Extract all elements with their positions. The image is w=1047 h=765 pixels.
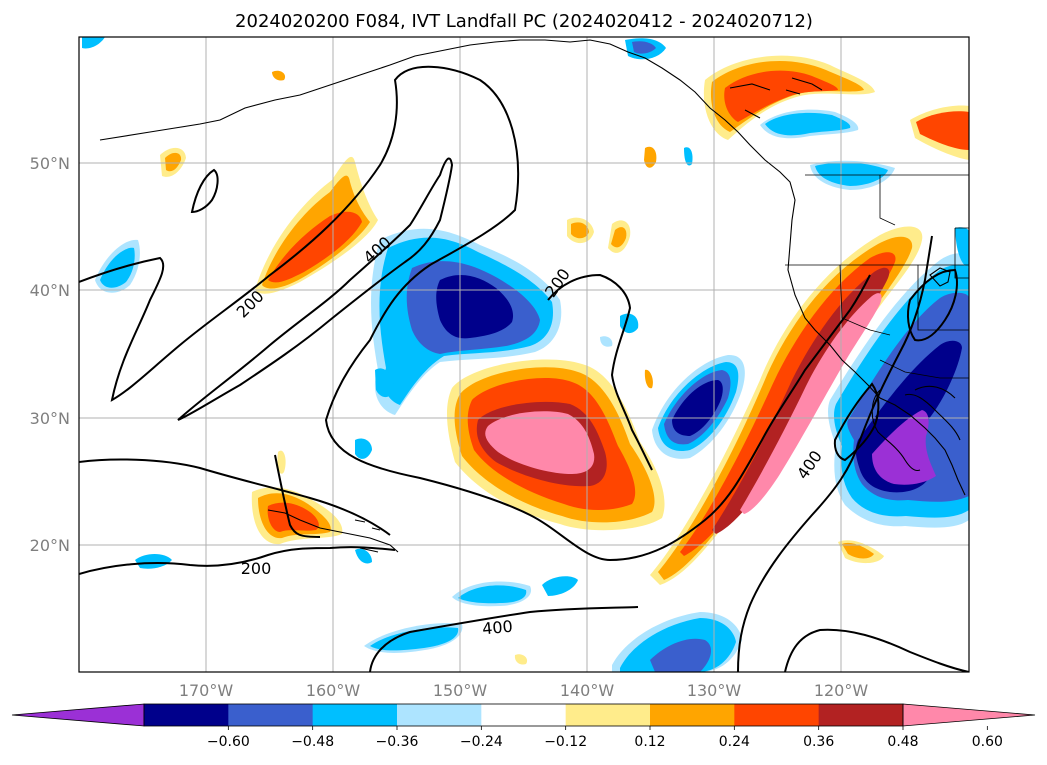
positive-anomaly-fill [160,55,969,665]
colorbar-tick-label: −0.24 [460,734,503,750]
lat-label: 30°N [30,409,70,428]
colorbar-box [481,704,567,726]
colorbar-tick-label: −0.48 [291,734,334,750]
lon-label: 120°W [814,681,869,700]
colorbar-tick-label: −0.60 [207,734,250,750]
colorbar-tick-label: −0.12 [544,734,587,750]
lon-label: 150°W [433,681,488,700]
lon-label: 170°W [179,681,234,700]
colorbar-box [144,704,229,726]
coastlines [99,39,966,553]
colorbar-box [397,704,482,726]
lon-label: 130°W [687,681,742,700]
colorbar-tick-label: 0.36 [803,734,834,750]
colorbar-box [312,704,398,726]
colorbar: −0.60 −0.48 −0.36 −0.24 −0.12 0.12 0.24 0.36 0.4… [11,703,1036,750]
lon-label: 160°W [306,681,361,700]
colorbar-tick-label: 0.12 [634,734,665,750]
map-gridlines [79,37,969,672]
contour-label: 400 [481,617,513,639]
colorbar-extend-high [902,703,1036,727]
colorbar-tick-label: 0.60 [972,734,1003,750]
contour-label: 200 [241,559,272,578]
lat-label: 40°N [30,281,70,300]
latitude-labels: 50°N 40°N 30°N 20°N [30,154,70,555]
map-title: 2024020200 F084, IVT Landfall PC (202402… [235,11,813,32]
lat-label: 50°N [30,154,70,173]
colorbar-tick-label: 0.48 [887,734,918,750]
colorbar-box [565,704,651,726]
colorbar-frame [143,703,904,727]
ivt-contours [79,65,969,672]
colorbar-extend-low [11,703,145,727]
lat-label: 20°N [30,536,70,555]
colorbar-tick-label: −0.36 [376,734,419,750]
colorbar-box [818,704,904,726]
map-panel: 200 400 200 200 400 400 [79,37,969,672]
longitude-labels: 170°W 160°W 150°W 140°W 130°W 120°W [179,681,869,700]
colorbar-box [228,704,314,726]
colorbar-tick-label: 0.24 [719,734,750,750]
lon-label: 140°W [560,681,615,700]
map-frame [78,36,970,673]
colorbar-box [650,704,735,726]
colorbar-box [734,704,820,726]
